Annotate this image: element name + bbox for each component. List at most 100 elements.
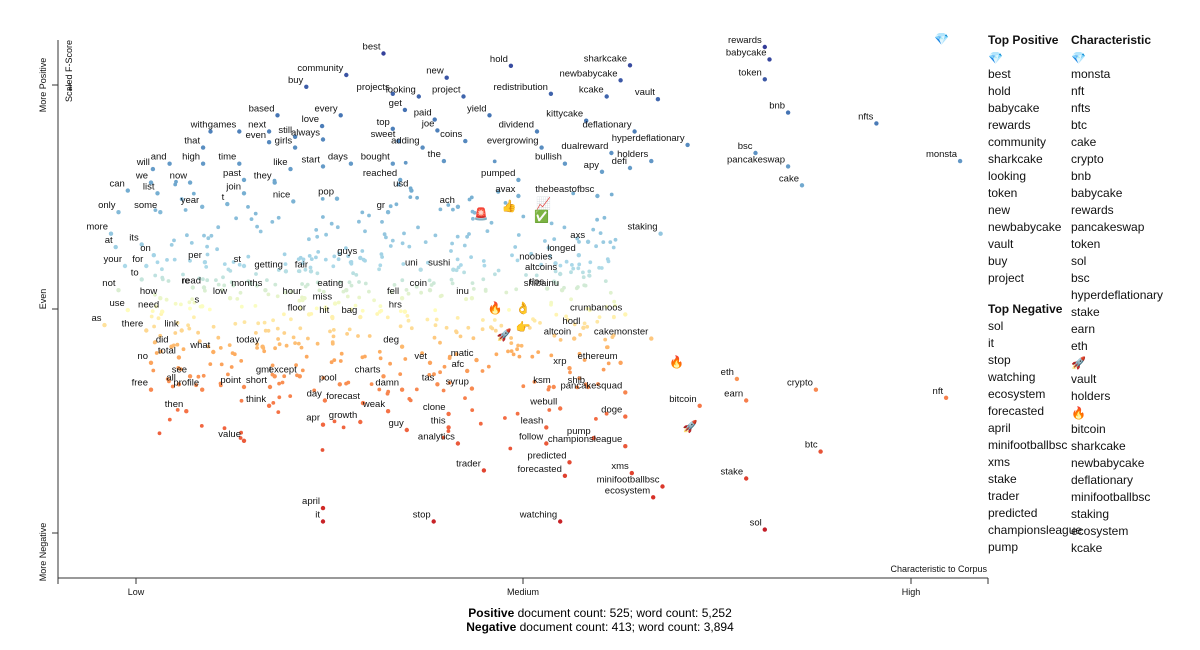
term-label-rewards[interactable]: rewards [728,35,762,46]
legend-characteristic-term-sharkcake[interactable]: sharkcake [1071,439,1126,453]
term-label-tlos[interactable]: tlos [529,277,544,288]
legend-negative-term-stake[interactable]: stake [988,472,1017,486]
term-label-only[interactable]: only [98,200,116,211]
term-point-sushi[interactable] [451,267,456,272]
emoji-term-point[interactable]: 👉 [516,320,531,334]
legend-positive-term-hold[interactable]: hold [988,84,1011,98]
term-label-longed[interactable]: longed [547,243,576,254]
term-label-hyperdeflationary[interactable]: hyperdeflationary [612,133,685,144]
term-label-bsc[interactable]: bsc [738,141,753,152]
term-point-dividend[interactable] [534,129,540,134]
term-label-ksm[interactable]: ksm [533,375,551,386]
term-label-at[interactable]: at [105,235,113,246]
term-label-days[interactable]: days [328,152,348,163]
term-point-we[interactable] [148,180,154,185]
term-point-kcake[interactable] [604,94,609,99]
term-point-now[interactable] [187,180,193,185]
term-label-evergrowing[interactable]: evergrowing [487,136,539,147]
legend-characteristic-term-ecosystem[interactable]: ecosystem [1071,524,1128,538]
legend-negative-term-minifootballbsc[interactable]: minifootballbsc [988,438,1067,452]
term-label-top[interactable]: top [377,117,390,128]
term-label-deg[interactable]: deg [383,335,399,346]
term-label-pancakeswap[interactable]: pancakeswap [727,154,785,165]
term-label-like[interactable]: like [273,157,287,168]
term-label-defi[interactable]: defi [612,156,627,167]
legend-negative-term-sol[interactable]: sol [988,319,1003,333]
legend-characteristic-term-babycake[interactable]: babycake [1071,186,1123,200]
legend-characteristic-term-bitcoin[interactable]: bitcoin [1071,422,1106,436]
term-label-leash[interactable]: leash [521,415,544,426]
term-label-btc[interactable]: btc [805,440,818,451]
term-label-past[interactable]: past [223,168,241,179]
term-point-days[interactable] [348,161,354,166]
term-point-ethereum[interactable] [618,360,623,365]
term-point-noobies[interactable] [553,261,558,266]
term-point-damn[interactable] [399,387,405,392]
term-point-dualreward[interactable] [609,150,614,156]
term-label-forecasted[interactable]: forecasted [518,464,562,475]
term-label-looking[interactable]: looking [386,85,416,96]
term-label-sushi[interactable]: sushi [428,258,450,269]
term-label-girls[interactable]: girls [275,136,293,147]
term-label-eth[interactable]: eth [721,367,734,378]
term-point-get[interactable] [402,107,408,113]
term-label-dualreward[interactable]: dualreward [561,141,608,152]
term-label-gmt[interactable]: gmt [256,364,272,375]
term-label-damn[interactable]: damn [375,378,399,389]
legend-characteristic-term-btc[interactable]: btc [1071,118,1087,132]
term-point-btc[interactable] [818,449,823,454]
term-label-need[interactable]: need [138,300,159,311]
legend-characteristic-term-pancakeswap[interactable]: pancakeswap [1071,220,1145,234]
term-label-for[interactable]: for [132,254,143,265]
term-label-adding[interactable]: adding [391,136,420,147]
legend-negative-term-pump[interactable]: pump [988,540,1018,554]
term-point-time[interactable] [237,161,242,166]
term-label-months[interactable]: months [231,278,262,289]
legend-positive-term-sharkcake[interactable]: sharkcake [988,152,1043,166]
legend-characteristic-term-kcake[interactable]: kcake [1071,541,1103,555]
term-point-this[interactable] [446,425,451,430]
legend-negative-term-trader[interactable]: trader [988,489,1019,503]
term-point-uni[interactable] [418,267,423,272]
term-point-ach[interactable] [455,204,461,209]
legend-positive-term-newbabycake[interactable]: newbabycake [988,220,1062,234]
term-point-use[interactable] [125,307,130,313]
term-point-need[interactable] [160,309,165,314]
term-point-low[interactable] [227,296,233,301]
term-point-hour[interactable] [302,296,307,301]
term-point-guy[interactable] [404,427,409,433]
term-label-guys[interactable]: guys [337,246,357,257]
legend-characteristic-term-monsta[interactable]: monsta [1071,67,1111,81]
term-label-usd[interactable]: usd [393,179,408,190]
term-label-time[interactable]: time [218,152,236,163]
term-label-they[interactable]: they [254,171,272,182]
term-point-april[interactable] [320,505,326,511]
term-label-paid[interactable]: paid [414,108,432,119]
legend-positive-term-babycake[interactable]: babycake [988,101,1040,115]
legend-positive-term-community[interactable]: community [988,135,1046,149]
term-label-charts[interactable]: charts [355,364,381,375]
legend-negative-term-championsleague[interactable]: championsleague [988,523,1082,537]
term-point-free[interactable] [148,387,154,392]
term-label-xms[interactable]: xms [611,461,629,472]
term-label-april[interactable]: april [302,496,320,507]
term-point-link[interactable] [179,328,184,333]
term-label-day[interactable]: day [307,389,323,400]
term-label-joe[interactable]: joe [421,118,435,129]
term-point-pumped[interactable] [516,177,521,183]
term-point-earn[interactable] [744,398,749,403]
legend-positive-term-best[interactable]: best [988,67,1011,81]
term-label-project[interactable]: project [432,85,461,96]
term-label-coins[interactable]: coins [440,129,462,140]
term-label-altcoin[interactable]: altcoin [544,327,571,338]
term-label-sweet[interactable]: sweet [371,129,396,140]
term-point-they[interactable] [272,180,277,185]
term-point-new[interactable] [444,75,449,80]
legend-characteristic-term-holders[interactable]: holders [1071,389,1110,403]
term-point-point[interactable] [241,384,247,390]
term-point-newbabycake[interactable] [618,78,623,83]
term-label-nfts[interactable]: nfts [858,111,874,122]
term-label-more[interactable]: more [86,222,108,233]
term-point-even[interactable] [266,140,272,145]
term-label-read[interactable]: read [182,276,201,287]
